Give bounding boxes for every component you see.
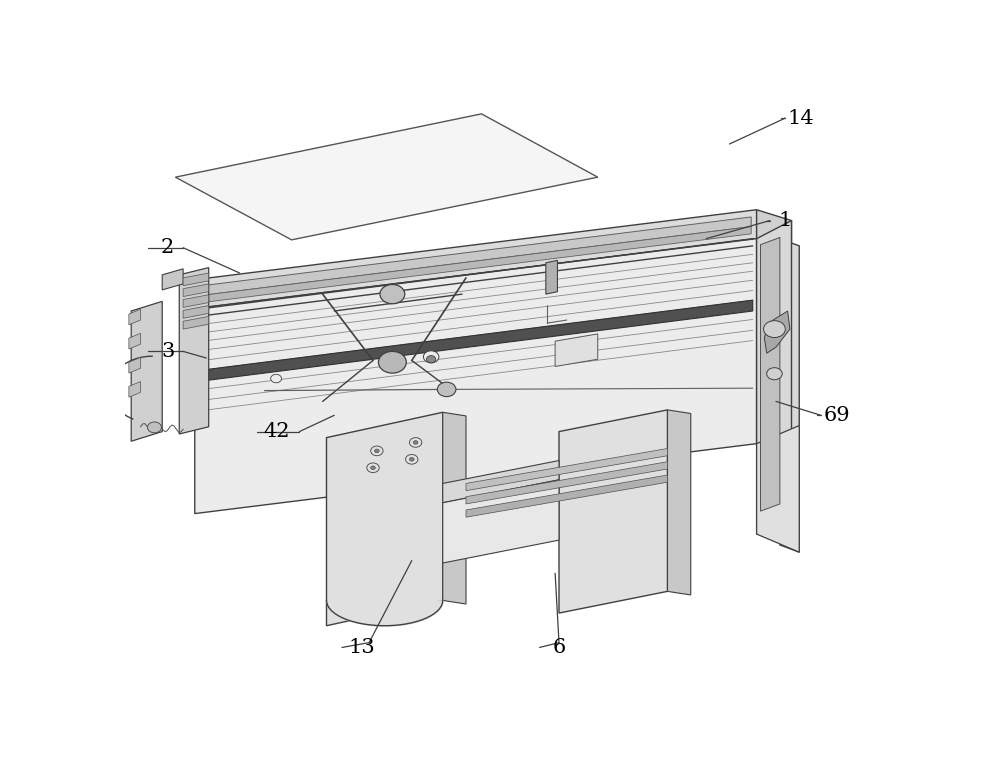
Polygon shape [183, 294, 209, 308]
Polygon shape [326, 413, 443, 626]
Polygon shape [195, 210, 757, 309]
Polygon shape [129, 309, 140, 325]
Circle shape [409, 438, 422, 447]
Circle shape [406, 454, 418, 464]
Circle shape [371, 466, 375, 470]
Polygon shape [443, 480, 559, 563]
Circle shape [380, 284, 405, 304]
Text: 69: 69 [823, 406, 850, 425]
Polygon shape [183, 305, 209, 318]
Circle shape [437, 382, 456, 397]
Circle shape [378, 352, 406, 373]
Circle shape [413, 441, 418, 444]
Polygon shape [195, 239, 757, 514]
Polygon shape [129, 334, 140, 349]
Circle shape [409, 457, 414, 461]
Polygon shape [202, 300, 753, 381]
Polygon shape [175, 114, 598, 240]
Polygon shape [757, 210, 792, 444]
Polygon shape [202, 226, 751, 302]
Polygon shape [129, 381, 140, 397]
Text: 13: 13 [348, 638, 375, 657]
Polygon shape [131, 301, 162, 442]
Circle shape [147, 422, 161, 433]
Circle shape [767, 368, 782, 380]
Circle shape [375, 449, 379, 453]
Polygon shape [757, 221, 792, 534]
Text: 3: 3 [161, 342, 174, 361]
Polygon shape [179, 268, 209, 434]
Polygon shape [129, 357, 140, 373]
Text: 42: 42 [263, 422, 289, 441]
Polygon shape [466, 475, 668, 518]
Polygon shape [466, 449, 668, 491]
Polygon shape [162, 269, 183, 290]
Circle shape [271, 374, 282, 383]
Text: 6: 6 [552, 638, 566, 657]
Polygon shape [546, 261, 557, 294]
Text: 14: 14 [787, 109, 814, 128]
Polygon shape [764, 311, 790, 353]
Circle shape [426, 355, 436, 363]
Circle shape [764, 321, 785, 337]
Polygon shape [466, 462, 668, 504]
Text: 1: 1 [779, 211, 792, 230]
Polygon shape [668, 410, 691, 595]
Polygon shape [202, 217, 751, 295]
Polygon shape [555, 334, 598, 366]
Text: 2: 2 [161, 238, 174, 257]
Circle shape [371, 446, 383, 456]
Polygon shape [443, 460, 559, 503]
Polygon shape [559, 410, 668, 613]
Circle shape [423, 351, 439, 363]
Polygon shape [761, 237, 780, 511]
Polygon shape [780, 239, 799, 552]
Polygon shape [183, 284, 209, 297]
Polygon shape [443, 413, 466, 604]
Polygon shape [183, 316, 209, 329]
Polygon shape [183, 273, 209, 286]
Circle shape [367, 463, 379, 473]
Polygon shape [757, 426, 799, 552]
